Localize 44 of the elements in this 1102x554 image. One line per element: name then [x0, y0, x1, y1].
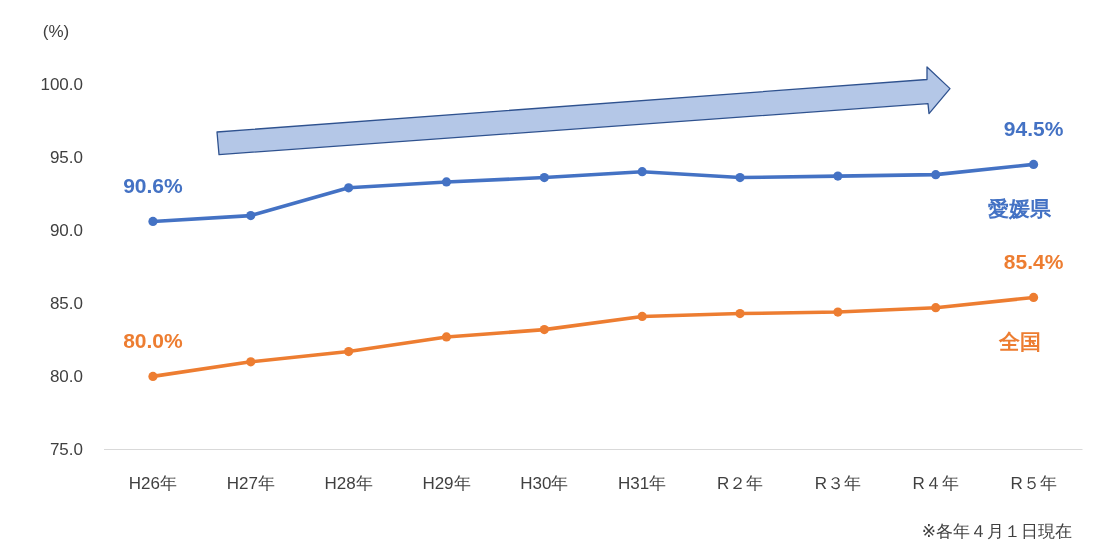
x-tick-label: H29年: [422, 473, 471, 493]
point: [344, 346, 354, 357]
data-label: 94.5%: [1003, 116, 1064, 140]
series-label: 全国: [997, 329, 1041, 353]
point: [1028, 292, 1039, 303]
point: [735, 308, 745, 319]
point: [735, 172, 745, 183]
point: [441, 332, 452, 342]
data-label: 80.0%: [123, 328, 184, 352]
x-tick-label: H28年: [324, 473, 373, 493]
x-tick-label: R３年: [814, 473, 862, 493]
x-tick-label: R２年: [716, 473, 764, 493]
x-tick-label: H31年: [618, 473, 667, 493]
point: [539, 172, 549, 183]
y-tick-label: 85.0: [49, 293, 83, 313]
series-label: 愛媛県: [988, 196, 1053, 220]
y-tick-label: 75.0: [49, 440, 83, 459]
x-tick-label: R５年: [1010, 473, 1057, 493]
data-label: 85.4%: [1003, 249, 1064, 273]
point: [246, 210, 256, 221]
data-label: 90.6%: [123, 173, 184, 197]
y-tick-label: 80.0: [49, 366, 83, 386]
y-axis-title: (%): [42, 21, 70, 41]
point: [539, 325, 549, 335]
x-tick-label: H30年: [520, 473, 569, 493]
y-tick-label: 95.0: [49, 147, 83, 167]
point: [833, 307, 843, 317]
y-tick-label: 100.0: [40, 74, 83, 94]
point: [833, 171, 843, 181]
point: [637, 167, 647, 177]
point: [344, 183, 354, 193]
y-tick-label: 90.0: [49, 220, 83, 240]
point: [931, 303, 941, 313]
point: [931, 170, 941, 180]
point: [148, 371, 158, 381]
x-tick-label: R４年: [912, 473, 959, 493]
point: [637, 311, 647, 322]
point: [441, 177, 452, 187]
point: [246, 357, 256, 367]
point: [148, 216, 158, 227]
text: ※各年４月１日現在: [921, 521, 1072, 541]
x-tick-label: H27年: [226, 473, 275, 493]
point: [1028, 159, 1039, 170]
x-tick-label: H26年: [128, 473, 178, 493]
